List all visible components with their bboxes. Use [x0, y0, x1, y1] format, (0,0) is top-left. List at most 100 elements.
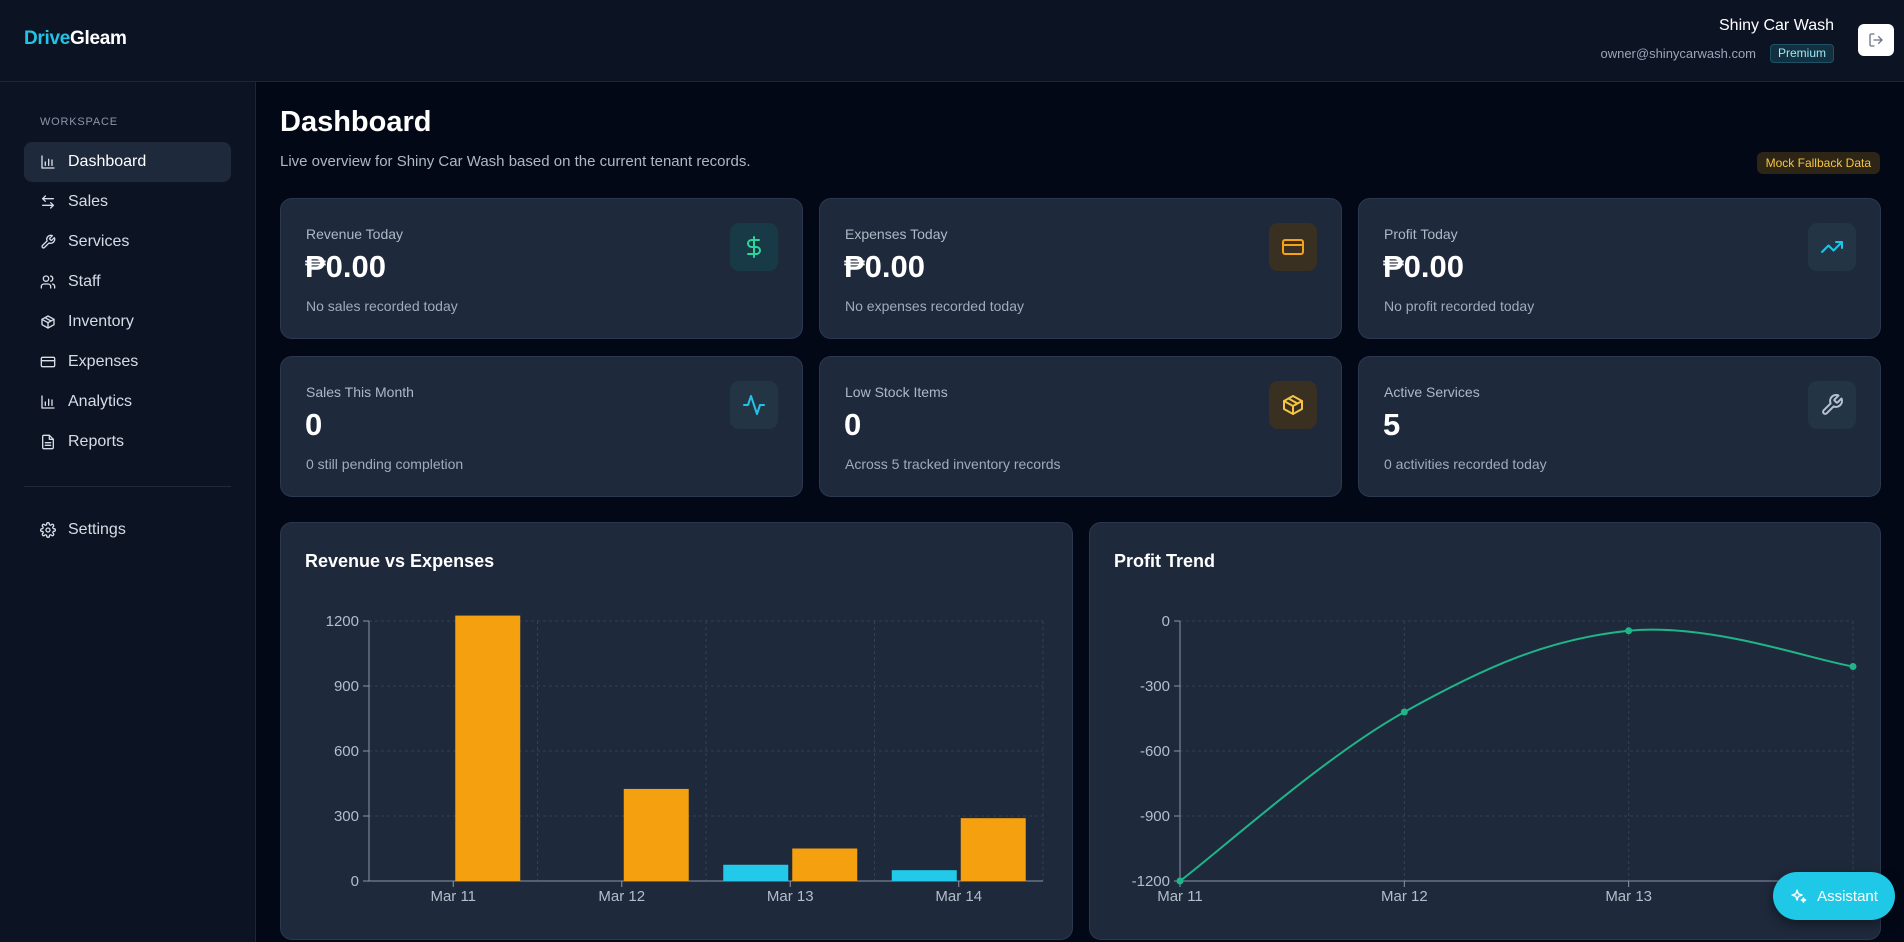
chart-card-profit-trend: Profit Trend 0 -300 -600 -900 -1200 Mar 11 Mar… — [1089, 522, 1881, 940]
bar — [960, 818, 1026, 881]
stat-card-low-stock: Low Stock Items 0 Across 5 tracked inven… — [819, 356, 1342, 497]
brand-logo[interactable]: DriveGleam — [24, 28, 127, 49]
bar-chart-icon — [41, 155, 55, 169]
page-title: Dashboard — [280, 106, 432, 138]
credit-card-icon — [1282, 239, 1304, 255]
bar — [723, 864, 789, 881]
plan-badge: Premium — [1769, 44, 1834, 63]
users-icon — [40, 275, 56, 289]
sidebar-item-label: Reports — [68, 433, 125, 450]
sidebar-item-label: Settings — [68, 521, 126, 538]
stat-icon-box — [1269, 381, 1317, 429]
stat-card-active-services: Active Services 5 0 activities recorded … — [1358, 356, 1881, 497]
y-tick-label: -600 — [1140, 743, 1170, 760]
x-tick-label: Mar 11 — [430, 888, 476, 905]
data-point — [1400, 708, 1408, 716]
stat-icon-box — [730, 223, 778, 271]
arrows-exchange-icon — [42, 195, 54, 209]
trending-up-icon — [1821, 241, 1843, 253]
bar — [623, 788, 689, 881]
wrench-icon — [41, 234, 56, 249]
sidebar-item-settings[interactable]: Settings — [24, 510, 231, 550]
wrench-icon — [1822, 394, 1843, 415]
sidebar-item-label: Inventory — [68, 313, 134, 330]
stat-note: No profit recorded today — [1384, 298, 1535, 314]
sidebar-item-reports[interactable]: Reports — [24, 422, 231, 462]
bar — [792, 848, 858, 881]
stat-icon-box — [1808, 381, 1856, 429]
y-tick-label: -900 — [1140, 808, 1170, 825]
sidebar-section-label: WORKSPACE — [40, 116, 118, 128]
stat-value: 0 — [844, 407, 862, 442]
stat-icon-box — [1269, 223, 1317, 271]
x-tick-label: Mar 12 — [598, 888, 645, 905]
stat-label: Low Stock Items — [845, 384, 948, 400]
stat-label: Expenses Today — [845, 226, 948, 242]
sparkles-icon — [1791, 888, 1807, 903]
y-tick-label: 300 — [334, 808, 359, 825]
stat-note: No sales recorded today — [306, 298, 458, 314]
activity-icon — [743, 395, 765, 415]
data-source-badge: Mock Fallback Data — [1756, 152, 1880, 174]
stat-card-profit-today: Profit Today ₱0.00 No profit recorded to… — [1358, 198, 1881, 339]
series-line — [1179, 628, 1854, 882]
x-tick-label: Mar 11 — [1157, 888, 1203, 905]
sidebar-item-label: Expenses — [68, 353, 139, 370]
sidebar-item-label: Staff — [68, 273, 101, 290]
data-point — [1625, 627, 1633, 635]
sidebar-item-label: Dashboard — [68, 153, 147, 170]
document-icon — [42, 434, 54, 450]
y-tick-label: 600 — [334, 743, 359, 760]
chart-card-revenue-expenses: Revenue vs Expenses 0 300 600 900 1200 Mar 11… — [280, 522, 1073, 940]
sidebar: WORKSPACE Dashboard Sales Services Staff… — [0, 82, 256, 942]
stat-value: 0 — [305, 407, 323, 442]
stat-card-expenses-today: Expenses Today ₱0.00 No expenses recorde… — [819, 198, 1342, 339]
y-tick-label: 0 — [1162, 613, 1170, 630]
stat-note: Across 5 tracked inventory records — [845, 456, 1061, 472]
x-tick-label: Mar 13 — [1605, 888, 1652, 905]
stat-value: ₱0.00 — [305, 249, 387, 284]
data-point — [1849, 663, 1857, 670]
package-icon — [1283, 395, 1303, 415]
stat-label: Profit Today — [1384, 226, 1458, 242]
account-email: owner@shinycarwash.com — [1600, 46, 1756, 61]
stat-note: 0 activities recorded today — [1384, 456, 1547, 472]
stat-note: No expenses recorded today — [845, 298, 1024, 314]
sidebar-item-label: Services — [68, 233, 130, 250]
x-tick-label: Mar 14 — [935, 888, 982, 905]
y-tick-label: -1200 — [1132, 873, 1170, 890]
stat-card-revenue-today: Revenue Today ₱0.00 No sales recorded to… — [280, 198, 803, 339]
sidebar-item-expenses[interactable]: Expenses — [24, 342, 231, 382]
sidebar-nav-secondary: Settings — [24, 510, 231, 550]
sidebar-item-staff[interactable]: Staff — [24, 262, 231, 302]
stat-value: 5 — [1383, 407, 1401, 442]
sidebar-item-label: Analytics — [68, 393, 133, 410]
package-icon — [41, 315, 55, 329]
sidebar-item-label: Sales — [68, 193, 109, 210]
logout-button[interactable] — [1858, 24, 1894, 56]
chart-title: Profit Trend — [1114, 551, 1216, 571]
account-name: Shiny Car Wash — [1719, 17, 1834, 34]
stat-label: Active Services — [1384, 384, 1480, 400]
stat-value: ₱0.00 — [1383, 249, 1465, 284]
x-tick-label: Mar 13 — [767, 888, 814, 905]
y-tick-label: 900 — [334, 678, 359, 695]
sidebar-nav: Dashboard Sales Services Staff Inventory… — [24, 142, 231, 462]
sidebar-item-dashboard[interactable]: Dashboard — [24, 142, 231, 182]
sidebar-item-analytics[interactable]: Analytics — [24, 382, 231, 422]
y-tick-label: -300 — [1140, 678, 1170, 695]
y-tick-label: 0 — [351, 873, 359, 890]
sidebar-item-sales[interactable]: Sales — [24, 182, 231, 222]
stat-card-sales-month: Sales This Month 0 0 still pending compl… — [280, 356, 803, 497]
assistant-button[interactable]: Assistant — [1773, 872, 1895, 920]
stat-icon-box — [1808, 223, 1856, 271]
bar — [455, 615, 521, 881]
bar-chart-icon — [41, 395, 55, 409]
stat-note: 0 still pending completion — [306, 456, 464, 472]
sidebar-item-inventory[interactable]: Inventory — [24, 302, 231, 342]
sidebar-item-services[interactable]: Services — [24, 222, 231, 262]
chart-title: Revenue vs Expenses — [305, 551, 495, 571]
x-tick-label: Mar 12 — [1381, 888, 1428, 905]
stat-value: ₱0.00 — [844, 249, 926, 284]
